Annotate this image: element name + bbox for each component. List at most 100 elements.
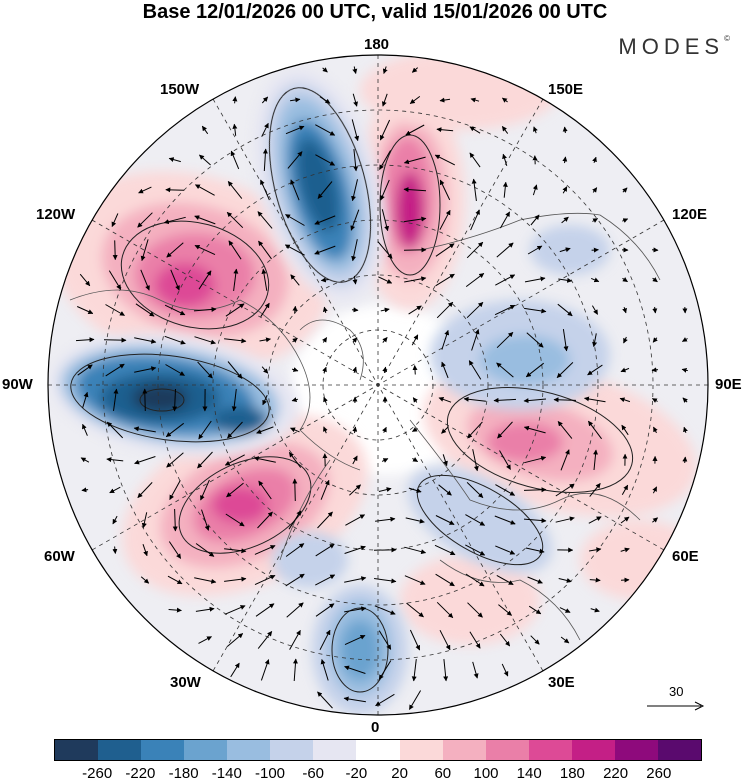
wind-arrow: [435, 515, 455, 525]
wind-arrow: [496, 574, 514, 586]
wind-arrow: [225, 513, 245, 527]
wind-arrow: [412, 457, 419, 463]
wind-arrow: [292, 305, 298, 314]
wind-arrow: [652, 306, 658, 314]
wind-arrow: [288, 451, 302, 468]
wind-arrow: [472, 661, 479, 679]
wind-arrow: [498, 604, 512, 616]
wind-arrow: [382, 66, 388, 74]
wind-arrow: [465, 514, 486, 526]
wind-arrow: [343, 696, 366, 703]
wind-arrow: [323, 426, 328, 434]
wind-arrow: [317, 511, 333, 529]
wind-arrow: [344, 634, 366, 646]
wind-arrow: [79, 273, 91, 287]
wind-arrow: [412, 397, 418, 403]
wind-arrow: [197, 451, 213, 469]
wind-arrow: [441, 329, 450, 350]
wind-arrow: [438, 484, 452, 496]
wind-arrow: [651, 398, 658, 403]
wind-arrow: [408, 690, 422, 710]
lon-label-180: 180: [364, 36, 390, 53]
wind-arrow: [140, 269, 150, 291]
wind-arrow: [112, 240, 118, 261]
wind-arrow: [525, 362, 545, 378]
wind-arrow: [683, 426, 688, 433]
wind-arrow: [111, 213, 119, 228]
wind-arrow: [260, 179, 270, 201]
wind-arrow: [233, 268, 239, 291]
wind-arrow: [528, 605, 542, 615]
wind-arrow: [315, 124, 336, 136]
wind-arrow: [226, 482, 244, 498]
wind-arrow: [138, 186, 152, 194]
wind-arrow: [591, 305, 599, 315]
wind-arrow: [292, 478, 298, 502]
colorbar-tick-label: 260: [646, 765, 672, 782]
wind-arrow: [320, 479, 330, 500]
wind-arrow: [593, 449, 599, 471]
wind-arrow: [315, 154, 336, 166]
wind-arrow: [411, 427, 418, 432]
wind-arrow: [109, 486, 121, 494]
wind-arrow: [254, 545, 276, 555]
wind-arrow: [403, 187, 427, 193]
wind-arrow: [193, 306, 217, 312]
wind-arrow: [195, 606, 215, 612]
wind-arrow: [105, 363, 125, 377]
wind-arrow: [382, 337, 388, 343]
wind-arrow: [258, 240, 272, 260]
wind-arrow: [559, 247, 571, 253]
wind-arrow: [140, 576, 150, 584]
wind-arrow: [622, 306, 627, 314]
wind-arrow: [560, 636, 570, 644]
lon-label-60w: 60W: [44, 548, 75, 565]
wind-arrow: [441, 426, 449, 434]
wind-arrow: [622, 187, 628, 193]
wind-arrow: [527, 576, 543, 584]
wind-arrow: [169, 480, 181, 501]
wind-arrow: [526, 332, 544, 348]
wind-arrow: [591, 277, 600, 283]
wind-arrow: [435, 573, 455, 587]
wind-arrow: [351, 307, 359, 313]
wind-arrow: [256, 426, 274, 434]
wind-arrow: [620, 547, 630, 553]
wind-arrow: [285, 125, 305, 135]
wind-arrow: [409, 96, 421, 104]
wind-arrow: [499, 211, 511, 229]
wind-arrow: [502, 181, 508, 198]
wind-arrow: [292, 337, 298, 343]
wind-arrow: [463, 396, 486, 402]
wind-arrow: [228, 240, 242, 260]
wind-arrow: [322, 67, 328, 73]
wind-arrow: [532, 184, 538, 196]
wind-arrow: [260, 659, 270, 681]
wind-arrow: [557, 303, 573, 317]
wind-arrow: [378, 660, 392, 680]
wind-arrow: [198, 420, 212, 440]
wind-arrow: [559, 607, 571, 613]
polar-map: [47, 54, 709, 716]
wind-arrow: [470, 97, 480, 103]
wind-arrow: [497, 421, 513, 439]
wind-arrow: [134, 366, 157, 373]
wind-arrow: [379, 119, 391, 141]
wind-arrow: [621, 484, 629, 496]
wind-arrow: [436, 601, 454, 619]
wind-arrow: [408, 487, 422, 493]
wind-arrow: [496, 331, 514, 349]
wind-arrow: [502, 97, 508, 103]
wind-arrow: [470, 209, 480, 231]
wind-arrow: [168, 607, 182, 613]
negative-anomalies: [50, 68, 610, 715]
wind-arrow: [317, 691, 333, 709]
wind-arrow: [494, 304, 516, 316]
lon-label-60e: 60E: [672, 548, 699, 565]
wind-arrow: [194, 215, 216, 225]
wind-arrow: [442, 454, 448, 467]
wind-arrow: [556, 362, 574, 378]
wind-arrow: [81, 487, 89, 493]
colorbar-swatch: [571, 740, 615, 760]
lon-label-0: 0: [371, 719, 380, 736]
